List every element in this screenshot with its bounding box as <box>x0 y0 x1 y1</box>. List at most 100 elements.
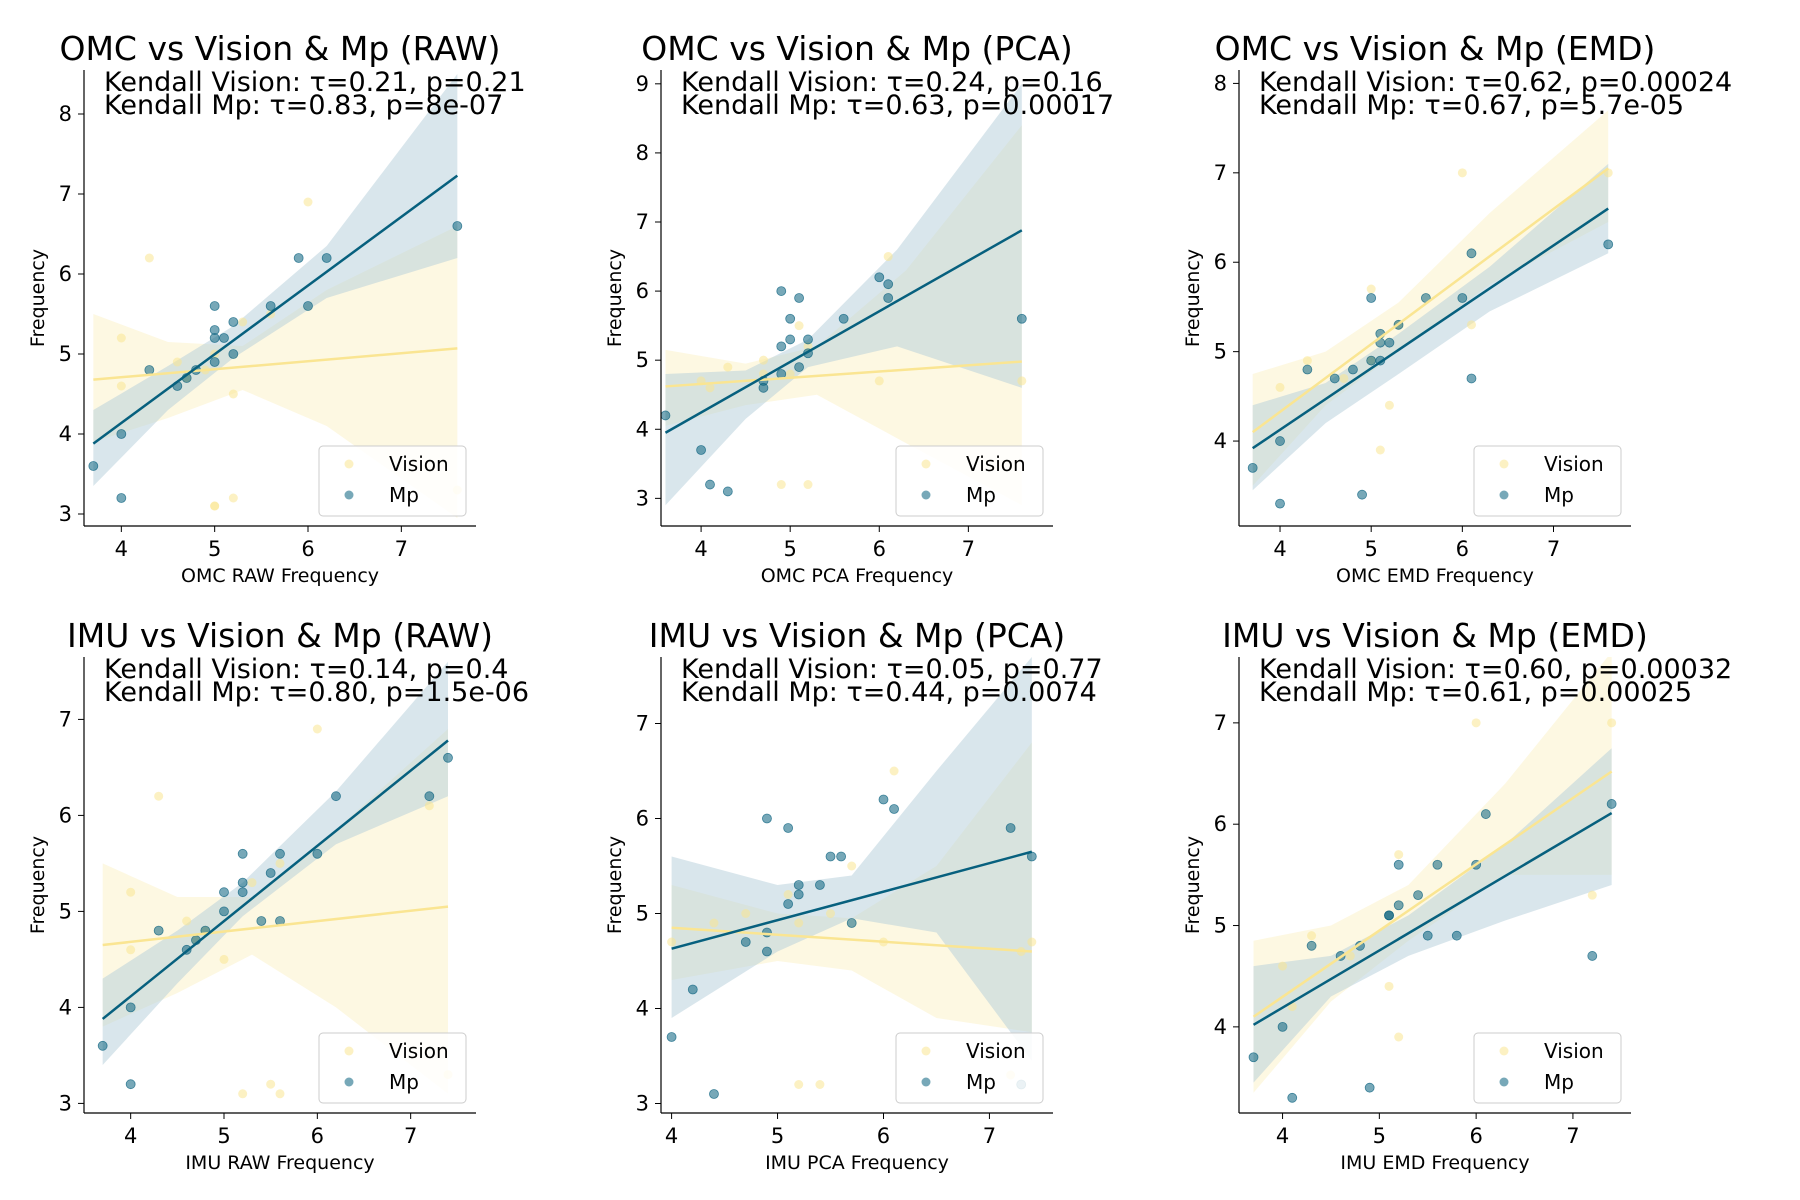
mp-point <box>740 937 751 947</box>
vision-confidence-band <box>665 125 1022 506</box>
vision-point <box>723 362 733 372</box>
vision-point <box>1394 1032 1404 1042</box>
mp-point <box>1348 364 1358 375</box>
x-tick-label: 7 <box>983 1124 996 1148</box>
panel-4: 4 5 6 7 3 4 5 6 7 IMU RAW Frequency Frequency IMU v… <box>27 616 529 1174</box>
vision-regression-line <box>665 360 1022 388</box>
y-tick-label: 6 <box>636 279 649 303</box>
mp-point <box>443 752 453 763</box>
y-tick-label: 5 <box>59 899 72 923</box>
mp-point <box>219 887 229 898</box>
y-tick-label: 5 <box>1214 914 1227 938</box>
vision-point <box>275 858 285 868</box>
y-tick-label: 5 <box>59 342 72 366</box>
y-tick-label: 4 <box>59 422 72 446</box>
y-axis-label: Frequency <box>27 249 49 347</box>
legend-label: Vision <box>1544 452 1604 476</box>
vision-point <box>803 341 813 351</box>
vision-point <box>172 357 182 367</box>
mp-point <box>237 887 248 898</box>
mp-point <box>228 317 239 327</box>
y-tick-label: 7 <box>59 182 72 206</box>
kendall-mp-annotation: Kendall Mp: τ=0.67, p=5.7e-05 <box>1259 90 1684 121</box>
mp-point <box>452 221 463 231</box>
legend-mp-marker <box>344 490 354 500</box>
mp-point <box>424 791 435 802</box>
x-axis-label: IMU RAW Frequency <box>185 1152 374 1174</box>
legend-mp-marker <box>1499 1077 1509 1087</box>
vision-point <box>1457 168 1467 178</box>
vision-point <box>794 321 804 331</box>
y-tick-label: 6 <box>1214 812 1227 836</box>
y-tick-label: 4 <box>636 997 649 1021</box>
mp-point <box>1275 498 1285 509</box>
vision-point <box>1302 356 1312 366</box>
mp-regression-line <box>664 229 1023 434</box>
y-tick-label: 7 <box>59 707 72 731</box>
mp-point <box>321 253 332 263</box>
mp-point <box>776 286 787 296</box>
x-axis-label: IMU EMD Frequency <box>1340 1152 1529 1174</box>
vision-point <box>312 724 322 734</box>
legend-box <box>1473 445 1622 517</box>
x-tick-label: 5 <box>208 537 221 561</box>
mp-point <box>793 889 804 900</box>
x-tick-label: 4 <box>115 537 128 561</box>
vision-point <box>1027 937 1037 947</box>
panel-1: 4 5 6 7 3 4 5 6 7 8 OMC RAW Frequency Frequency OMC … <box>27 29 526 587</box>
mp-point <box>696 445 706 455</box>
y-tick-label: 6 <box>59 803 72 827</box>
vision-point <box>219 954 229 964</box>
legend: Vision Mp <box>1473 1032 1622 1104</box>
mp-point <box>303 301 313 311</box>
legend-vision-marker <box>344 459 354 469</box>
mp-point <box>1306 940 1317 951</box>
vision-point <box>847 861 857 871</box>
legend-mp-marker <box>344 1077 354 1087</box>
mp-point <box>1384 337 1395 348</box>
legend-box <box>895 445 1044 517</box>
vision-point <box>238 317 248 327</box>
mp-point <box>237 848 248 859</box>
mp-point <box>1366 293 1377 303</box>
mp-point <box>265 868 276 878</box>
mp-point <box>794 362 804 372</box>
mp-point <box>144 365 155 375</box>
legend: Vision Mp <box>318 445 467 517</box>
vision-point <box>889 766 899 776</box>
mp-point <box>793 880 804 890</box>
vision-point <box>154 791 164 801</box>
y-tick-label: 9 <box>636 72 649 96</box>
x-tick-label: 7 <box>1566 1124 1579 1148</box>
legend-box <box>895 1032 1044 1104</box>
y-axis-label: Frequency <box>1182 836 1204 934</box>
mp-point <box>883 279 894 290</box>
mp-point <box>1466 248 1477 259</box>
vision-point <box>758 355 768 365</box>
vision-point <box>228 493 238 503</box>
vision-point <box>1278 961 1288 971</box>
legend: Vision Mp <box>1473 445 1622 517</box>
mp-point <box>874 272 885 283</box>
legend-box <box>318 445 467 517</box>
y-tick-label: 3 <box>59 1091 72 1115</box>
panel-3: 4 5 6 7 4 5 6 7 8 OMC EMD Frequency Frequency OMC v… <box>1182 29 1732 587</box>
mp-point <box>265 301 276 311</box>
mp-point <box>1329 373 1340 384</box>
vision-point <box>1345 951 1355 961</box>
mp-point <box>275 848 285 859</box>
mp-point <box>1413 890 1423 901</box>
y-tick-label: 5 <box>636 902 649 926</box>
mp-point <box>1606 799 1617 809</box>
mp-point <box>209 333 220 343</box>
x-tick-label: 6 <box>301 537 314 561</box>
mp-point <box>1603 239 1614 250</box>
plot-area <box>1247 110 1614 509</box>
vision-point <box>709 918 719 928</box>
mp-point <box>783 899 794 909</box>
mp-point <box>312 848 323 859</box>
vision-point <box>705 383 715 393</box>
mp-regression-line <box>1252 811 1613 1026</box>
vision-point <box>741 909 751 918</box>
kendall-mp-annotation: Kendall Mp: τ=0.83, p=8e-07 <box>104 90 503 121</box>
